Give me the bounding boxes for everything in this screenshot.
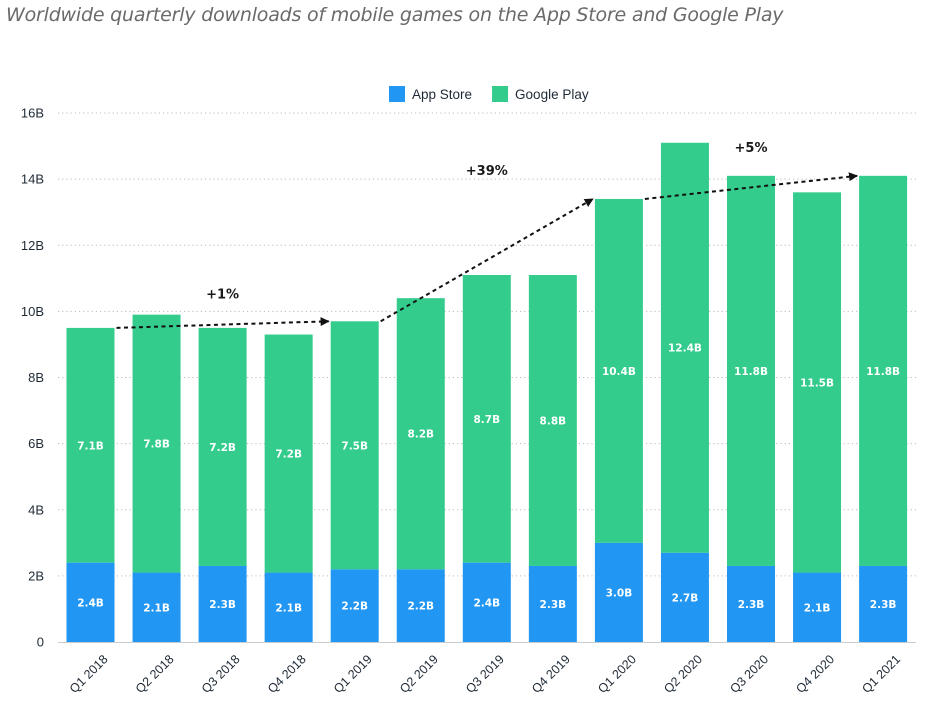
bar-value-label: 8.8B <box>540 415 567 427</box>
bar-value-label: 2.3B <box>738 599 765 611</box>
bar-app-store <box>528 565 577 642</box>
bar-google-play <box>264 334 313 573</box>
bar-google-play <box>594 198 643 543</box>
x-tick-label: Q2 2020 <box>661 652 705 696</box>
bar-value-label: 12.4B <box>668 343 702 355</box>
bar-value-label: 11.8B <box>734 366 768 378</box>
bar-value-label: 7.5B <box>341 440 368 452</box>
legend-swatch <box>492 86 509 102</box>
bar-google-play <box>462 275 511 563</box>
bar-google-play <box>528 275 577 566</box>
y-tick-label: 4B <box>28 502 44 517</box>
bar-value-label: 7.1B <box>77 440 104 452</box>
bar-app-store <box>330 569 379 642</box>
bar-google-play <box>660 142 709 553</box>
x-tick-label: Q3 2018 <box>199 652 243 696</box>
bar-google-play <box>859 175 908 566</box>
growth-annotations: +1% +39% +5% <box>116 141 858 329</box>
bar-app-store <box>264 572 313 642</box>
bar-app-store <box>859 565 908 642</box>
y-tick-label: 6B <box>28 436 44 451</box>
bar-value-label: 7.2B <box>209 442 236 454</box>
bar-app-store <box>660 552 709 642</box>
chart-title: Worldwide quarterly downloads of mobile … <box>6 4 784 26</box>
legend-label: Google Play <box>515 87 589 102</box>
growth-arrow <box>380 198 594 323</box>
x-tick-label: Q1 2020 <box>595 652 639 696</box>
y-tick-label: 16B <box>21 106 44 121</box>
bar-value-label: 11.5B <box>800 377 834 389</box>
x-tick-label: Q3 2019 <box>463 652 507 696</box>
growth-label: +5% <box>735 141 768 156</box>
y-tick-label: 0 <box>37 635 44 650</box>
bar-google-play <box>727 175 775 566</box>
bar-value-label: 7.8B <box>143 439 170 451</box>
x-tick-label: Q4 2019 <box>529 652 573 696</box>
bar-value-label: 8.2B <box>407 429 434 441</box>
bar-value-label: 2.4B <box>473 597 500 609</box>
bar-value-label: 2.2B <box>341 601 368 613</box>
y-tick-label: 2B <box>28 568 44 583</box>
x-tick-label: Q3 2020 <box>727 652 771 696</box>
bar-google-play <box>132 314 181 573</box>
x-tick-label: Q4 2018 <box>265 652 309 696</box>
bar-app-store <box>132 572 181 642</box>
bar-value-label: 2.4B <box>77 597 104 609</box>
bar-value-label: 2.3B <box>209 599 236 611</box>
bar-value-label: 11.8B <box>866 366 900 378</box>
bar-value-label: 3.0B <box>606 587 633 599</box>
bar-app-store <box>727 565 775 642</box>
bar-value-label: 2.3B <box>870 599 897 611</box>
bar-value-label: 2.1B <box>804 602 831 614</box>
legend-item-app-store[interactable]: App Store <box>389 86 472 102</box>
bar-google-play <box>330 321 379 570</box>
bar-value-label: 8.7B <box>473 414 500 426</box>
growth-arrow <box>644 172 858 200</box>
bar-app-store <box>396 569 445 642</box>
bar-google-play <box>793 192 842 573</box>
y-tick-label: 14B <box>21 172 44 187</box>
bars <box>66 142 908 642</box>
x-tick-label: Q1 2021 <box>859 652 903 696</box>
bar-app-store <box>462 562 511 642</box>
x-tick-label: Q4 2020 <box>793 652 837 696</box>
bar-value-label: 2.3B <box>540 599 567 611</box>
legend[interactable]: App Store Google Play <box>389 86 589 102</box>
bar-value-label: 7.2B <box>275 449 302 461</box>
bar-app-store <box>594 542 643 642</box>
legend-item-google-play[interactable]: Google Play <box>492 86 589 102</box>
bar-value-label: 2.1B <box>143 602 170 614</box>
legend-label: App Store <box>412 87 472 102</box>
bar-app-store <box>198 565 247 642</box>
bar-app-store <box>793 572 842 642</box>
bar-app-store <box>66 562 115 642</box>
bar-value-label: 2.1B <box>275 602 302 614</box>
bar-value-label: 2.2B <box>407 601 434 613</box>
x-tick-label: Q2 2019 <box>397 652 441 696</box>
bar-value-label: 2.7B <box>672 592 699 604</box>
y-tick-label: 8B <box>28 370 44 385</box>
y-tick-label: 10B <box>21 304 44 319</box>
growth-label: +39% <box>466 164 508 179</box>
growth-label: +1% <box>206 288 239 303</box>
bar-labels: 2.4B 7.1B 2.1B 7.8B 2.3B 7.2B 2.1B 7.2B 2.2B 7.5B… <box>77 343 900 615</box>
legend-swatch <box>389 86 405 102</box>
growth-arrow <box>116 317 330 329</box>
x-tick-label: Q2 2018 <box>133 652 177 696</box>
bar-value-label: 10.4B <box>602 366 636 378</box>
y-tick-label: 12B <box>21 238 44 253</box>
bar-google-play <box>66 327 115 563</box>
x-tick-label: Q1 2019 <box>331 652 375 696</box>
bar-google-play <box>396 298 445 570</box>
bar-google-play <box>198 327 247 566</box>
x-tick-label: Q1 2018 <box>67 652 111 696</box>
